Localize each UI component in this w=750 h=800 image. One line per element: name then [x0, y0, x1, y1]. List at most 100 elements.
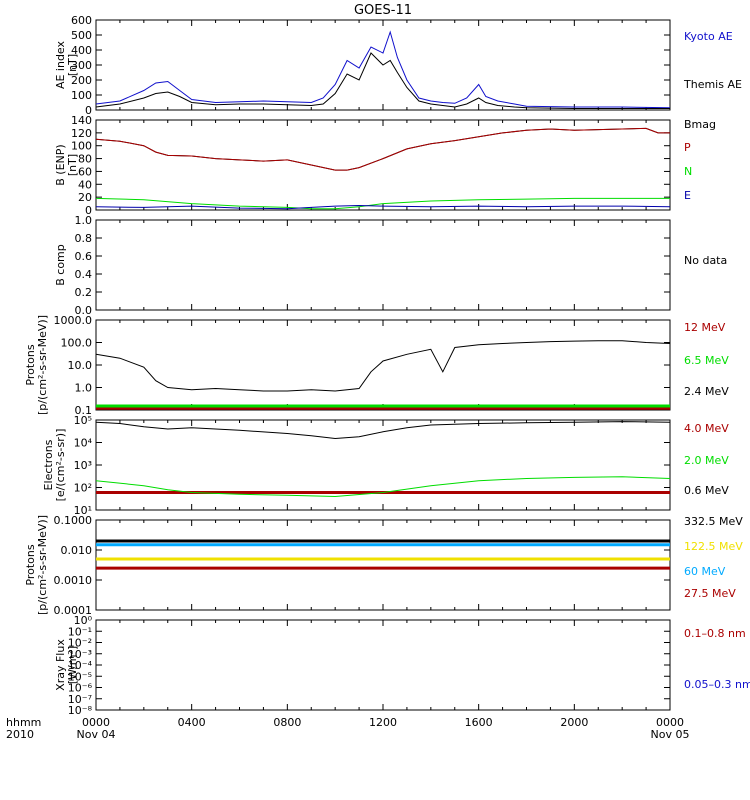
legend-entry: N — [684, 165, 692, 178]
y-axis-label: B comp — [54, 244, 67, 286]
y-axis-label: AE index — [54, 40, 67, 89]
y-axis-label: [nT] — [66, 154, 79, 176]
y-tick-label: 0 — [85, 204, 92, 217]
y-tick-label: 0 — [85, 104, 92, 117]
y-tick-label: 80 — [78, 153, 92, 166]
y-tick-label: 0.010 — [61, 544, 93, 557]
time-axis-row2-label: 2010 — [6, 728, 34, 741]
y-tick-label: 0.6 — [75, 250, 93, 263]
legend-entry: Bmag — [684, 118, 716, 131]
y-tick-label: 0.1 — [75, 404, 93, 417]
legend-entry: 60 MeV — [684, 565, 726, 578]
series-e — [95, 204, 671, 210]
x-tick-label: 0000 — [82, 716, 110, 729]
y-tick-label: 0.2 — [75, 286, 93, 299]
y-tick-label: 500 — [71, 29, 92, 42]
y-tick-label: 120 — [71, 127, 92, 140]
x-date-label-end: Nov 05 — [651, 728, 690, 741]
series-bmag — [95, 127, 670, 171]
legend-entry: Kyoto AE — [684, 30, 733, 43]
series-kyoto-ae — [95, 30, 671, 109]
x-tick-label: 1200 — [369, 716, 397, 729]
y-tick-label: 0.0001 — [54, 604, 93, 617]
panel-frame — [95, 419, 671, 511]
y-tick-label: 100.0 — [61, 337, 93, 350]
y-axis-label: [nT] — [66, 54, 79, 76]
legend-entry: 0.05–0.3 nm — [684, 678, 750, 691]
panel-frame — [95, 119, 671, 211]
y-tick-label: 1.0 — [75, 214, 93, 227]
y-tick-label: 10¹ — [74, 504, 92, 517]
legend-entry: 0.1–0.8 nm — [684, 627, 746, 640]
y-axis-label: Xray Flux — [54, 639, 67, 691]
y-axis-label: [p/(cm²-s-sr-MeV)] — [36, 315, 49, 415]
panel-frame — [95, 619, 671, 711]
legend-entry: P — [684, 141, 691, 154]
y-tick-label: 1000.0 — [54, 314, 93, 327]
x-tick-label: 0400 — [178, 716, 206, 729]
y-tick-label: 10⁰ — [74, 614, 93, 627]
legend-entry: 12 MeV — [684, 321, 726, 334]
panel-6: 0.0001 0.0010 0.010 0.1000 Protons [p/(cm²-s-… — [24, 514, 743, 617]
time-axis-row1-label: hhmm — [6, 716, 41, 729]
y-tick-label: 10⁻³ — [68, 648, 92, 661]
series-themis-ae — [95, 52, 670, 109]
y-tick-label: 1.0 — [75, 382, 93, 395]
panel-4: 0.1 1.0 10.0 100.0 1000.0 Protons [p/(cm²-s-sr… — [24, 314, 729, 417]
legend-entry: 0.6 MeV — [684, 484, 729, 497]
y-tick-label: 100 — [71, 140, 92, 153]
chart-title: GOES-11 — [354, 3, 412, 18]
y-tick-label: 10⁻⁴ — [68, 659, 93, 672]
panel-5: 10¹ 10² 10³ 10⁴ 10⁵ Electrons [e/(cm²-s-sr)] 4.… — [42, 414, 729, 517]
y-tick-label: 100 — [71, 89, 92, 102]
legend-entry: 122.5 MeV — [684, 540, 743, 553]
y-tick-label: 10³ — [74, 459, 92, 472]
panel-frame — [95, 319, 671, 411]
y-tick-label: 20 — [78, 191, 92, 204]
y-tick-label: 40 — [78, 178, 92, 191]
y-tick-label: 10⁻⁷ — [68, 693, 92, 706]
x-date-label-start: Nov 04 — [77, 728, 116, 741]
y-tick-label: 0.8 — [75, 232, 93, 245]
series-2-4-mev — [95, 340, 671, 392]
y-axis-label: Protons — [24, 544, 37, 585]
y-tick-label: 10⁻¹ — [68, 625, 92, 638]
series-2-0-mev — [95, 476, 671, 498]
y-tick-label: 0.1000 — [54, 514, 93, 527]
y-tick-label: 10⁻² — [68, 637, 92, 650]
y-tick-label: 10⁻⁵ — [68, 670, 92, 683]
y-tick-label: 60 — [78, 165, 92, 178]
y-tick-label: 300 — [71, 59, 92, 72]
x-tick-label: 0800 — [273, 716, 301, 729]
y-tick-label: 140 — [71, 114, 92, 127]
y-tick-label: 10⁵ — [74, 414, 92, 427]
legend-entry: 2.0 MeV — [684, 454, 729, 467]
y-tick-label: 600 — [71, 14, 92, 27]
y-tick-label: 200 — [71, 74, 92, 87]
panel-1: 0 100 200 300 400 500 600 AE index [nT] Kyoto AE T… — [54, 14, 742, 117]
y-tick-label: 10⁴ — [74, 437, 93, 450]
series-n — [95, 197, 670, 210]
legend-entry: 4.0 MeV — [684, 422, 729, 435]
legend-entry: 332.5 MeV — [684, 515, 743, 528]
y-tick-label: 10⁻⁸ — [68, 704, 93, 717]
y-tick-label: 0.0010 — [54, 574, 93, 587]
legend-entry: Themis AE — [683, 78, 742, 91]
legend-entry: 2.4 MeV — [684, 385, 729, 398]
legend-entry: E — [684, 189, 691, 202]
y-tick-label: 0.4 — [75, 268, 93, 281]
y-tick-label: 0.0 — [75, 304, 93, 317]
panel-3: 0.0 0.2 0.4 0.6 0.8 1.0 B comp No data — [54, 214, 727, 317]
y-axis-label: [W/m²] — [66, 646, 79, 684]
x-tick-label: 0000 — [656, 716, 684, 729]
panel-frame — [95, 219, 671, 311]
panel-frame — [95, 519, 671, 611]
x-tick-label: 1600 — [465, 716, 493, 729]
y-axis-label: B (ENP) — [54, 144, 67, 185]
x-tick-label: 2000 — [560, 716, 588, 729]
legend-entry: 27.5 MeV — [684, 587, 736, 600]
y-axis-label: Electrons — [42, 439, 55, 490]
